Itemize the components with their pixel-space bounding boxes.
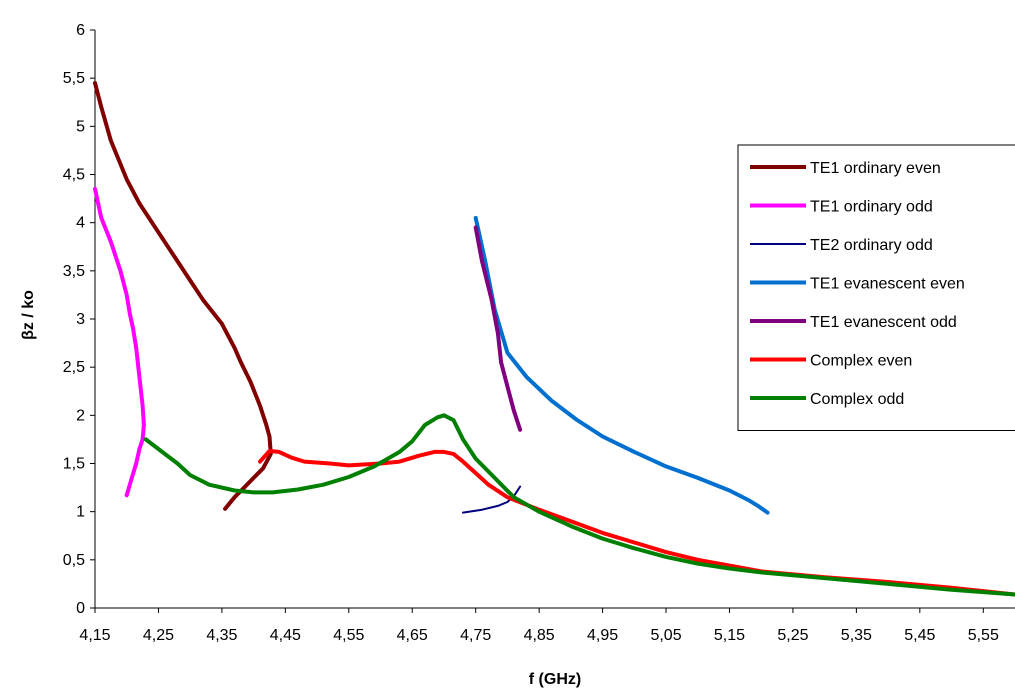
y-tick-label: 1,5 xyxy=(63,456,85,473)
x-tick-label: 4,15 xyxy=(79,627,110,644)
y-tick-label: 2,5 xyxy=(63,359,85,376)
legend-label: Complex odd xyxy=(810,391,904,408)
legend-label: Complex even xyxy=(810,353,912,370)
series-line-te1-evanescent-odd xyxy=(473,225,523,432)
legend-label: TE1 ordinary odd xyxy=(810,199,933,216)
legend-label: TE1 evanescent odd xyxy=(810,314,957,331)
series-lines xyxy=(93,81,1015,597)
y-tick-label: 2 xyxy=(76,407,85,424)
legend-label: TE2 ordinary odd xyxy=(810,237,933,254)
legend: TE1 ordinary even TE1 ordinary odd TE2 ord… xyxy=(737,144,1015,431)
series-line-te1-evanescent-even xyxy=(473,215,770,515)
x-tick-label: 4,45 xyxy=(270,627,301,644)
x-tick-label: 4,55 xyxy=(333,627,364,644)
y-tick-label: 5 xyxy=(76,118,85,135)
axes: 00,511,522,533,544,555,564,15 4,25 4,35 4,4… xyxy=(63,22,1015,644)
legend-box xyxy=(737,144,1015,431)
y-axis-title: βz / ko xyxy=(20,290,37,340)
series-line-te1-ordinary-odd xyxy=(93,186,146,498)
x-tick-label: 4,35 xyxy=(206,627,237,644)
y-tick-label: 5,5 xyxy=(63,70,85,87)
y-tick-label: 3 xyxy=(76,311,85,328)
x-tick-label: 4,85 xyxy=(524,627,555,644)
y-tick-label: 4 xyxy=(76,215,85,232)
x-tick-label: 4,65 xyxy=(397,627,428,644)
y-tick-label: 3,5 xyxy=(63,263,85,280)
x-tick-label: 4,75 xyxy=(460,627,491,644)
x-tick-label: 5,05 xyxy=(650,627,681,644)
legend-label: TE1 evanescent even xyxy=(810,276,965,293)
x-tick-label: 4,25 xyxy=(143,627,174,644)
x-tick-label: 5,45 xyxy=(904,627,935,644)
y-tick-label: 6 xyxy=(76,22,85,39)
series-line-te2-ordinary-odd xyxy=(462,485,522,514)
x-tick-label: 5,25 xyxy=(777,627,808,644)
series-line-complex-even xyxy=(258,449,1015,597)
legend-label: TE1 ordinary even xyxy=(810,160,941,177)
y-tick-label: 4,5 xyxy=(63,167,85,184)
y-tick-label: 1 xyxy=(76,504,85,521)
x-axis-title: f (GHz) xyxy=(529,671,581,688)
x-tick-label: 4,95 xyxy=(587,627,618,644)
x-tick-label: 5,15 xyxy=(714,627,745,644)
y-tick-label: 0 xyxy=(76,600,85,617)
x-tick-label: 5,35 xyxy=(841,627,872,644)
x-tick-label: 5,55 xyxy=(968,627,999,644)
series-line-te1-ordinary-even xyxy=(93,81,273,511)
y-tick-label: 0,5 xyxy=(63,552,85,569)
series-line-complex-odd xyxy=(143,413,1015,597)
